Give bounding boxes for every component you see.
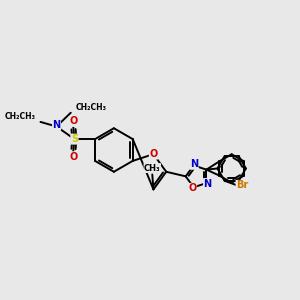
Text: CH₂CH₃: CH₂CH₃	[5, 112, 36, 122]
Text: O: O	[69, 152, 77, 162]
Text: Br: Br	[236, 180, 248, 190]
Text: S: S	[71, 134, 78, 144]
Text: N: N	[190, 159, 198, 169]
Text: CH₃: CH₃	[144, 164, 160, 172]
Text: O: O	[149, 149, 158, 159]
Text: N: N	[52, 120, 61, 130]
Text: CH₂CH₃: CH₂CH₃	[75, 103, 106, 112]
Text: O: O	[188, 183, 196, 194]
Text: N: N	[203, 178, 212, 188]
Text: O: O	[69, 116, 77, 127]
